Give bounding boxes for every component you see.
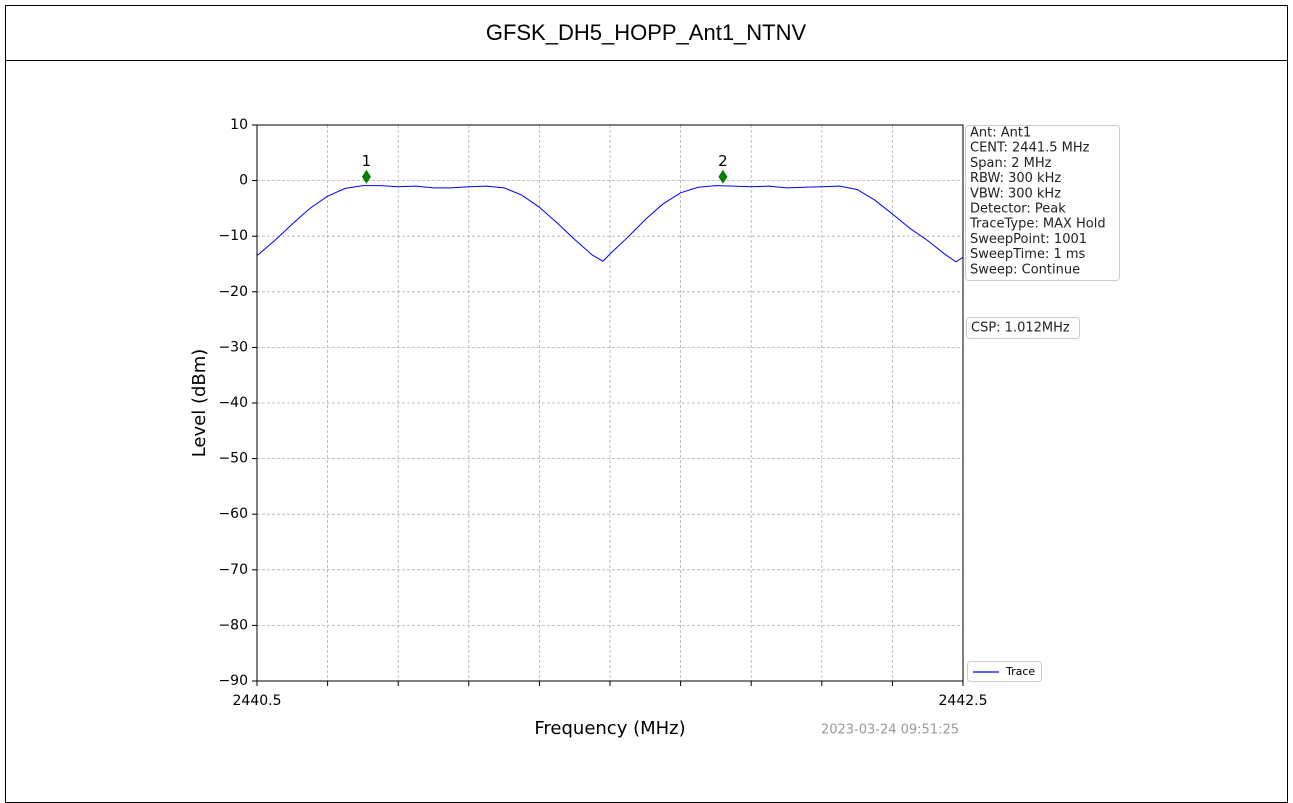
y-tick-label: −40 — [218, 395, 248, 411]
chart-title: GFSK_DH5_HOPP_Ant1_NTNV — [486, 20, 807, 45]
info-line: SweepPoint: 1001 — [970, 232, 1087, 247]
y-tick-label: −70 — [218, 562, 248, 578]
info-line: SweepTime: 1 ms — [970, 247, 1086, 262]
info-line: TraceType: MAX Hold — [969, 217, 1106, 232]
y-tick-label: −60 — [218, 506, 248, 522]
y-tick-label: 0 — [239, 173, 248, 189]
csp-box — [966, 317, 1080, 339]
y-axis-label: Level (dBm) — [189, 349, 210, 458]
x-tick-label: 2442.5 — [939, 693, 988, 709]
marker-label: 1 — [362, 152, 372, 170]
marker — [718, 169, 728, 184]
info-line: Detector: Peak — [970, 202, 1066, 217]
y-tick-label: −20 — [218, 284, 248, 300]
info-line: RBW: 300 kHz — [970, 171, 1061, 186]
info-line: VBW: 300 kHz — [970, 186, 1061, 201]
marker-label: 2 — [718, 152, 728, 170]
timestamp: 2023-03-24 09:51:25 — [821, 723, 959, 738]
csp-text: CSP: 1.012MHz — [971, 321, 1070, 336]
y-tick-label: −50 — [218, 451, 248, 467]
y-tick-label: −10 — [218, 228, 248, 244]
info-line: Sweep: Continue — [970, 262, 1080, 277]
info-line: Ant: Ant1 — [970, 126, 1031, 141]
plot-border — [256, 124, 964, 682]
y-tick-label: −80 — [218, 617, 248, 633]
legend-label: Trace — [1005, 665, 1035, 678]
y-tick-label: 10 — [230, 117, 248, 133]
trace-line — [256, 185, 964, 263]
info-line: CENT: 2441.5 MHz — [970, 141, 1090, 156]
info-line: Span: 2 MHz — [970, 156, 1052, 171]
legend-box — [967, 661, 1042, 682]
x-tick-label: 2440.5 — [233, 693, 282, 709]
y-tick-label: −30 — [218, 339, 248, 355]
y-tick-label: −90 — [218, 673, 248, 689]
x-axis-label: Frequency (MHz) — [534, 718, 685, 739]
marker — [361, 169, 371, 184]
info-box — [965, 125, 1120, 281]
